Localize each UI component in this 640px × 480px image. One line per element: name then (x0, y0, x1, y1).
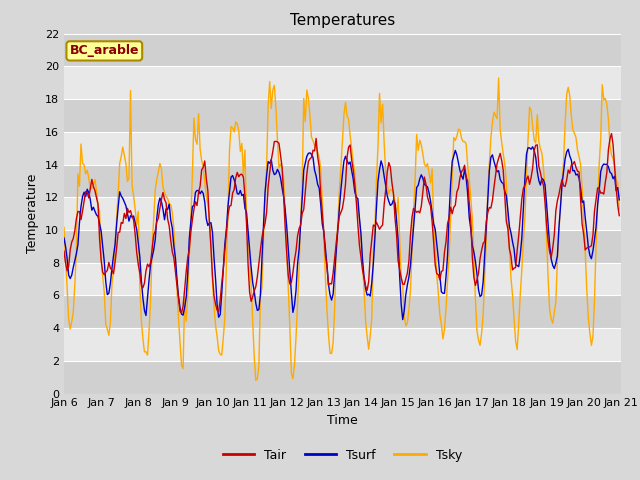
Bar (64, 34, 621, 66)
X-axis label: Time: Time (327, 414, 358, 427)
Y-axis label: Temperature: Temperature (26, 174, 39, 253)
Bar (64, 165, 621, 197)
Text: BC_arable: BC_arable (70, 44, 139, 58)
Bar (64, 361, 621, 394)
Title: Temperatures: Temperatures (290, 13, 395, 28)
Bar (64, 99, 621, 132)
Legend: Tair, Tsurf, Tsky: Tair, Tsurf, Tsky (218, 444, 467, 467)
Bar (64, 230, 621, 263)
Bar (64, 295, 621, 328)
